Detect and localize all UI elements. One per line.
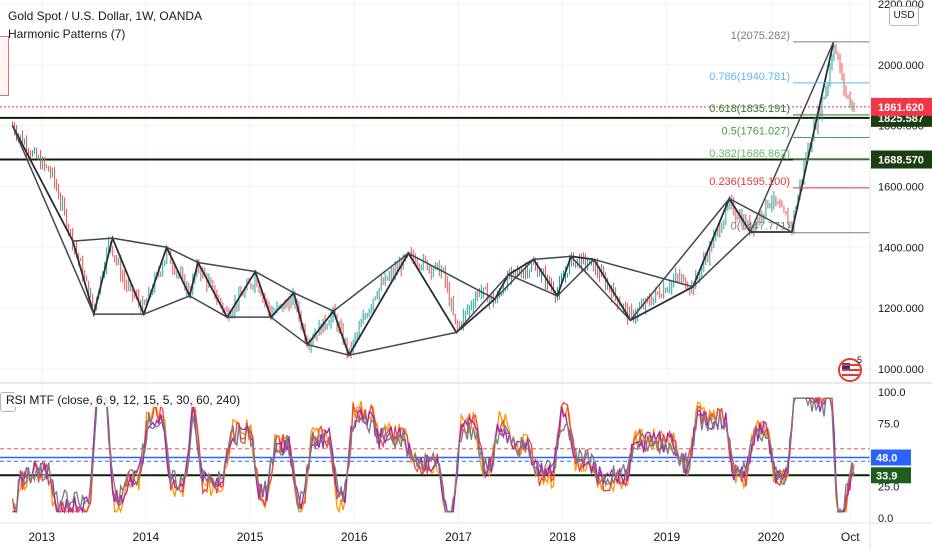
harmonic-patterns (11, 41, 835, 358)
harmonic-leg (494, 258, 534, 300)
currency-button[interactable]: USD (889, 6, 919, 26)
rsi-badge (871, 449, 911, 466)
price-tick-label: 1000.000 (878, 364, 924, 376)
harmonic-leg (197, 261, 256, 273)
harmonic-leg (692, 231, 751, 288)
harmonic-leg (556, 258, 595, 297)
us-flag-icon[interactable] (838, 358, 862, 382)
time-tick-label: 2013 (28, 530, 55, 544)
time-tick-label: 2017 (445, 530, 472, 544)
rsi-badge (871, 467, 911, 484)
horizontal-levels (0, 106, 870, 161)
time-tick-label: 2016 (341, 530, 368, 544)
rsi-tick-label: 75.0 (878, 419, 899, 431)
fib-level-label: 1(2075.282) (731, 30, 790, 42)
collapsed-panel[interactable] (0, 36, 9, 96)
harmonic-leg (629, 198, 730, 321)
events-count: 5 (857, 355, 863, 365)
harmonic-leg (270, 316, 308, 346)
harmonic-leg (728, 197, 793, 233)
level-badge-label: 1688.570 (878, 155, 924, 167)
time-tick-label: 2019 (653, 530, 680, 544)
harmonic-leg (570, 255, 631, 321)
price-tick-label: 1200.000 (878, 303, 924, 315)
last-price-label: 1861.620 (878, 102, 924, 114)
harmonic-leg (293, 292, 334, 312)
rsi-tick-label: 0.0 (878, 513, 893, 525)
price-tick-label: 1400.000 (878, 242, 924, 254)
harmonic-leg (455, 274, 510, 333)
harmonic-leg (143, 295, 190, 315)
time-tick-label: 2018 (549, 530, 576, 544)
fib-levels: 1(2075.282) 0.786(1940.781) 0.618(1835.191… (709, 30, 870, 234)
rsi-series-line (12, 396, 855, 514)
rsi-badge-label: 33.9 (876, 470, 897, 482)
fib-level-label: 0.5(1761.027) (722, 125, 791, 137)
harmonic-leg (533, 255, 572, 261)
fib-level-label: 0.618(1835.191) (709, 103, 790, 115)
harmonic-leg (166, 246, 199, 264)
time-tick-label: 2020 (758, 530, 785, 544)
rsi-series-line (11, 396, 855, 515)
time-tick-label: 2015 (237, 530, 264, 544)
harmonic-leg (11, 125, 95, 315)
rsi-badge-label: 48.0 (876, 453, 897, 465)
time-tick-label: 2014 (133, 530, 160, 544)
symbol-title: Gold Spot / U.S. Dollar, 1W, OANDA (8, 9, 203, 23)
price-tick-label: 2200.000 (878, 0, 924, 11)
indicator-label[interactable]: Harmonic Patterns (7) (8, 27, 126, 41)
level-badge (871, 150, 932, 169)
harmonic-leg (749, 41, 835, 233)
harmonic-leg (332, 252, 409, 312)
harmonic-leg (307, 343, 350, 356)
harmonic-leg (72, 237, 113, 242)
rsi-series-line (12, 395, 855, 514)
rsi-pane (0, 395, 870, 515)
rsi-tick-label: 100.0 (878, 387, 906, 399)
time-tick-label: Oct (841, 530, 860, 544)
harmonic-leg (508, 273, 558, 297)
harmonic-leg (348, 331, 457, 356)
rsi-series-line (12, 396, 855, 514)
harmonic-leg (408, 252, 496, 300)
harmonic-leg (254, 270, 295, 294)
fib-level-label: 0(1447.771) (731, 221, 790, 233)
last-price-badge (871, 97, 932, 116)
harmonic-leg (112, 237, 167, 248)
rsi-title: RSI MTF (close, 6, 9, 12, 15, 5, 30, 60,… (6, 393, 241, 407)
harmonic-leg (593, 258, 694, 288)
rsi-tick-label: 25.0 (878, 482, 899, 494)
fib-level-label: 0.786(1940.781) (709, 71, 790, 83)
fib-level-label: 0.236(1595.100) (709, 176, 790, 188)
fib-level-label: 0.382(1686.862) (709, 148, 790, 160)
price-tick-label: 2000.000 (878, 60, 924, 72)
price-tick-label: 1600.000 (878, 181, 924, 193)
harmonic-leg (189, 295, 228, 318)
